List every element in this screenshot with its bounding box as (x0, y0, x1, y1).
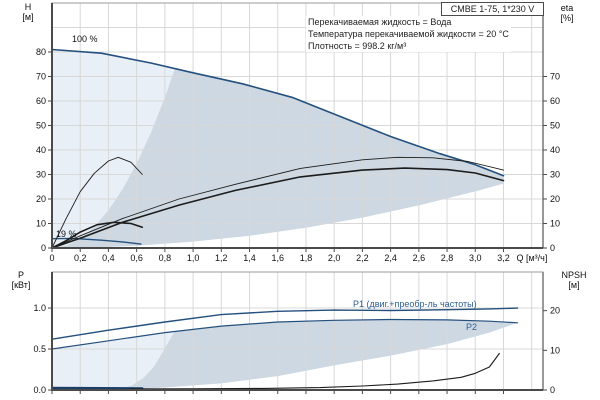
series-eta-pump-19pct (51, 156, 143, 249)
tick-label: Q [м³/ч] (516, 253, 547, 263)
tick-label: 50 (550, 121, 560, 131)
tick-label: 3,0 (469, 253, 482, 263)
series-npsh-curve (129, 352, 500, 390)
tick-label: 80 (36, 47, 46, 57)
tick-label: 0 (550, 243, 555, 253)
tick-label: 0,4 (102, 253, 115, 263)
tick-label: 0 (41, 243, 46, 253)
tick-label: 30 (36, 170, 46, 180)
tick-label: 10 (550, 345, 560, 355)
series-eta-total-19pct (51, 221, 144, 249)
tick-label: 2,0 (328, 253, 341, 263)
tick-label: 1,6 (271, 253, 284, 263)
series-pump-curve-19pct (51, 237, 142, 245)
series-p2-curve (51, 318, 519, 350)
tick-label: 20 (550, 306, 560, 316)
tick-label: 1.0 (33, 303, 46, 313)
tick-label: 2,2 (356, 253, 369, 263)
tick-label: 0,2 (74, 253, 87, 263)
series-pump-curve-100pct (51, 48, 505, 177)
series-eta-pump-100pct (51, 156, 504, 249)
tick-label: 0 (550, 385, 555, 395)
tick-label: 1,2 (215, 253, 228, 263)
region-power-left-pale (52, 331, 175, 390)
tick-label: 10 (550, 219, 560, 229)
tick-label: 20 (36, 194, 46, 204)
tick-label: 0 (49, 253, 54, 263)
region-envelope-left-pale (52, 49, 175, 248)
tick-label: 1,4 (243, 253, 256, 263)
tick-label: 0,6 (130, 253, 143, 263)
tick-label: 50 (36, 121, 46, 131)
tick-label: 10 (36, 219, 46, 229)
tick-label: 0,8 (159, 253, 172, 263)
tick-label: 60 (550, 96, 560, 106)
tick-label: 0.5 (33, 344, 46, 354)
tick-label: 70 (36, 72, 46, 82)
tick-label: 70 (550, 72, 560, 82)
tick-label: 1,0 (187, 253, 200, 263)
tick-label: 30 (550, 170, 560, 180)
series-eta-total-100pct (51, 167, 505, 249)
region-power-range-dark (115, 319, 518, 390)
tick-label: 20 (550, 194, 560, 204)
tick-label: 0.0 (33, 385, 46, 395)
series-p1-curve (51, 307, 519, 340)
tick-label: 2,6 (413, 253, 426, 263)
tick-label: 40 (550, 145, 560, 155)
tick-label: 60 (36, 96, 46, 106)
tick-label: 40 (36, 145, 46, 155)
tick-label: 3,2 (497, 253, 510, 263)
tick-label: 2,4 (384, 253, 397, 263)
tick-label: 1,8 (300, 253, 313, 263)
tick-label: 2,8 (441, 253, 454, 263)
